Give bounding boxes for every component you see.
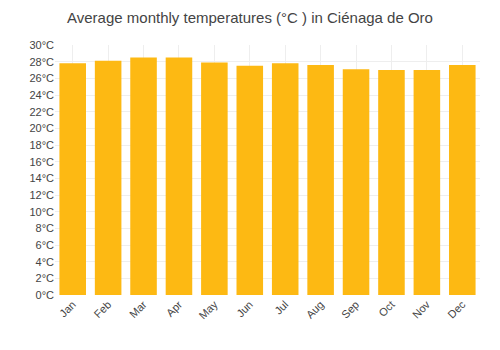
svg-text:Jul: Jul [272, 298, 290, 316]
svg-text:20°C: 20°C [29, 122, 54, 134]
svg-text:26°C: 26°C [29, 72, 54, 84]
svg-text:Jun: Jun [234, 298, 255, 319]
svg-text:2°C: 2°C [36, 272, 55, 284]
svg-text:10°C: 10°C [29, 206, 54, 218]
svg-text:4°C: 4°C [36, 256, 55, 268]
svg-text:Nov: Nov [410, 298, 433, 321]
svg-text:Jan: Jan [57, 298, 78, 319]
svg-text:14°C: 14°C [29, 172, 54, 184]
svg-text:16°C: 16°C [29, 156, 54, 168]
svg-text:Feb: Feb [92, 298, 114, 320]
svg-text:12°C: 12°C [29, 189, 54, 201]
svg-text:May: May [197, 298, 221, 322]
svg-text:Mar: Mar [127, 298, 149, 320]
svg-text:24°C: 24°C [29, 89, 54, 101]
svg-text:0°C: 0°C [36, 289, 55, 301]
svg-text:8°C: 8°C [36, 222, 55, 234]
svg-text:30°C: 30°C [29, 39, 54, 51]
svg-text:Sep: Sep [339, 298, 361, 320]
svg-text:Aug: Aug [304, 298, 326, 320]
svg-text:22°C: 22°C [29, 106, 54, 118]
svg-text:28°C: 28°C [29, 56, 54, 68]
svg-text:Oct: Oct [376, 298, 397, 319]
svg-text:Dec: Dec [445, 298, 468, 321]
svg-text:Apr: Apr [164, 298, 185, 319]
svg-text:6°C: 6°C [36, 239, 55, 251]
svg-text:18°C: 18°C [29, 139, 54, 151]
svg-text:Average monthly temperatures (: Average monthly temperatures (°C ) in Ci… [67, 9, 433, 26]
